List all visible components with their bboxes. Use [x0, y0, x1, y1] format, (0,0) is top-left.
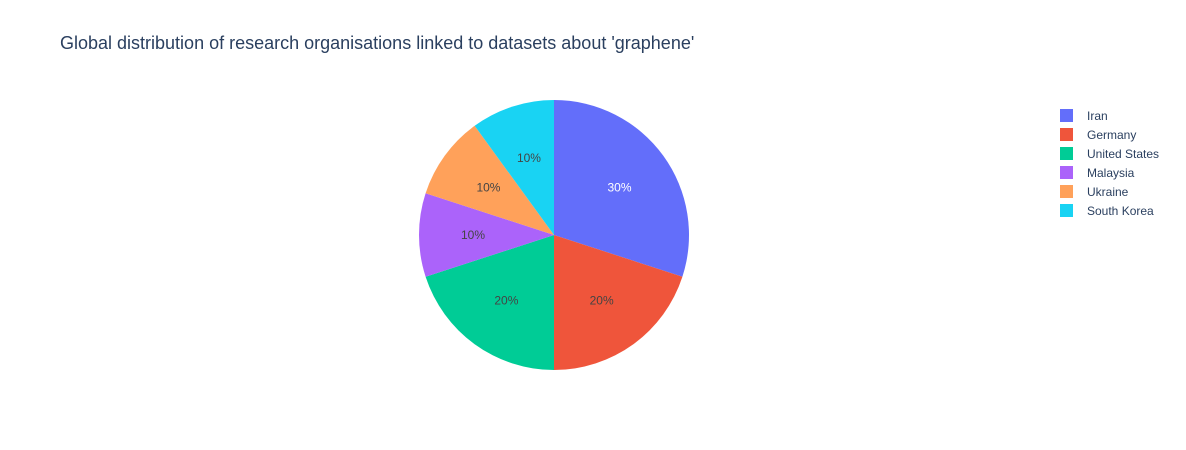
slice-label-malaysia: 10%: [461, 228, 485, 242]
legend-item-malaysia[interactable]: Malaysia: [1060, 163, 1159, 182]
legend-item-united-states[interactable]: United States: [1060, 144, 1159, 163]
pie-slice-malaysia[interactable]: [418, 193, 554, 277]
legend: Iran Germany United States Malaysia Ukraine S…: [1060, 106, 1159, 220]
slice-label-south-korea: 10%: [517, 151, 541, 165]
legend-label: United States: [1087, 146, 1160, 161]
slice-label-united-states: 20%: [494, 294, 518, 308]
pie-slice-ukraine[interactable]: [425, 125, 554, 235]
legend-swatch: [1060, 128, 1073, 141]
legend-swatch: [1060, 166, 1073, 179]
legend-swatch: [1060, 204, 1073, 217]
legend-label: Germany: [1087, 127, 1137, 142]
legend-swatch: [1060, 109, 1073, 122]
legend-swatch: [1060, 147, 1073, 160]
pie-slice-germany[interactable]: [554, 235, 683, 370]
legend-item-south-korea[interactable]: South Korea: [1060, 201, 1159, 220]
legend-item-ukraine[interactable]: Ukraine: [1060, 182, 1159, 201]
legend-label: Ukraine: [1087, 184, 1129, 199]
pie-slice-united-states[interactable]: [425, 235, 554, 370]
chart-title: Global distribution of research organisa…: [60, 33, 695, 53]
pie-slice-south-korea[interactable]: [474, 100, 554, 235]
legend-swatch: [1060, 185, 1073, 198]
legend-label: Malaysia: [1087, 165, 1135, 180]
slice-label-iran: 30%: [608, 180, 632, 194]
pie-slice-iran[interactable]: [554, 100, 689, 277]
legend-item-iran[interactable]: Iran: [1060, 106, 1159, 125]
legend-label: South Korea: [1087, 203, 1154, 218]
legend-item-germany[interactable]: Germany: [1060, 125, 1159, 144]
legend-label: Iran: [1087, 108, 1108, 123]
slice-label-ukraine: 10%: [476, 180, 500, 194]
slice-label-germany: 20%: [590, 294, 614, 308]
